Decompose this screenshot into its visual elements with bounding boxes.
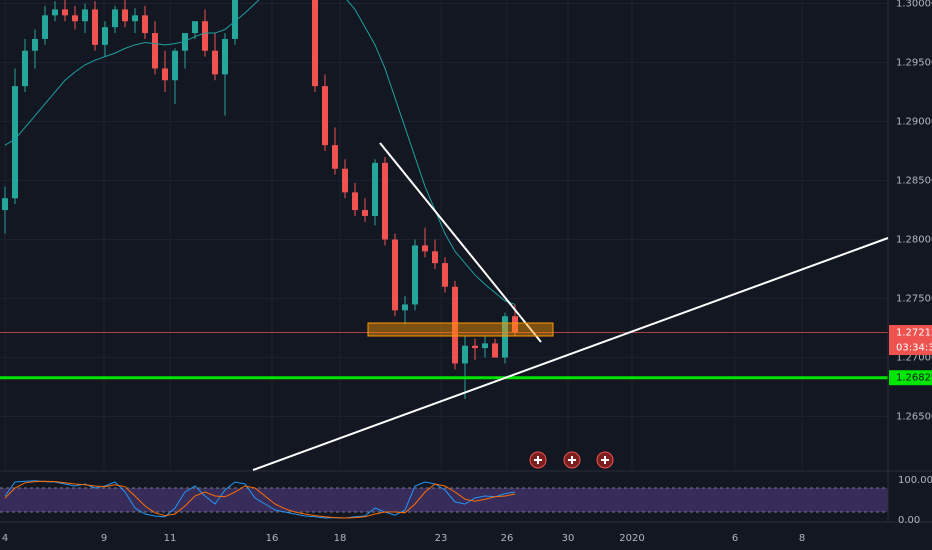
candle-body (202, 21, 208, 51)
candle-body (152, 33, 158, 69)
candle-body (72, 15, 78, 22)
price-label-box (889, 370, 932, 386)
y-tick-label: 0.00 (898, 515, 920, 526)
candle-body (122, 9, 128, 22)
y-tick-label: 1.29500 (896, 58, 932, 69)
candle-body (322, 86, 328, 146)
y-tick-label: 1.28000 (896, 235, 932, 246)
candle-body (52, 9, 58, 16)
candle-body (372, 162, 378, 216)
candle-body (392, 239, 398, 311)
candle-body (12, 86, 18, 199)
zone-rectangle[interactable] (367, 322, 554, 337)
trend-line[interactable] (252, 237, 889, 471)
candle-body (352, 192, 358, 211)
trend-line[interactable] (379, 142, 542, 343)
candle-body (132, 15, 138, 22)
candle-body (452, 286, 458, 364)
candle-body (482, 343, 488, 349)
candle-body (2, 198, 8, 211)
x-tick-label: 16 (266, 533, 279, 544)
y-tick-label: 100.00 (898, 475, 932, 486)
candle-body (22, 50, 28, 87)
candle-body (82, 9, 88, 22)
x-tick-label: 4 (2, 533, 8, 544)
candle-body (312, 0, 318, 87)
candle-body (512, 316, 518, 333)
candle-body (212, 50, 218, 75)
candle-body (192, 21, 198, 34)
y-tick-label: 1.27500 (896, 294, 932, 305)
x-tick-label: 11 (164, 533, 177, 544)
candle-body (402, 304, 408, 311)
countdown-label: 03:34:33 (896, 343, 932, 354)
x-tick-label: 6 (732, 533, 738, 544)
candle-body (32, 38, 38, 51)
x-tick-label: 18 (334, 533, 347, 544)
candle-body (502, 316, 508, 358)
price-label-box (889, 325, 932, 356)
oscillator-band (0, 488, 888, 512)
candle-body (412, 245, 418, 305)
y-tick-label: 1.29000 (896, 117, 932, 128)
oscillator-line (4, 480, 516, 519)
candle-body (432, 251, 438, 264)
candle-body (102, 27, 108, 45)
candle-body (172, 50, 178, 81)
y-tick-label: 1.30000 (896, 0, 932, 10)
candle-body (142, 15, 148, 34)
event-icon-glyph (534, 456, 609, 464)
x-tick-label: 8 (799, 533, 805, 544)
y-tick-label: 1.27000 (896, 353, 932, 364)
candle-body (42, 15, 48, 39)
candle-body (492, 343, 498, 358)
candle-body (232, 0, 238, 39)
x-tick-label: 9 (101, 533, 107, 544)
y-tick-label: 1.28500 (896, 176, 932, 187)
candle-body (472, 345, 478, 349)
candle-body (222, 38, 228, 75)
x-tick-label: 2020 (619, 533, 644, 544)
candle-body (92, 9, 98, 45)
moving-average (4, 0, 516, 305)
candle-body (342, 168, 348, 193)
candle-body (162, 68, 168, 81)
price-label: 1.27212 (896, 328, 932, 339)
price-label: 1.26829 (896, 373, 932, 384)
candle-body (362, 210, 368, 216)
drawings (252, 142, 889, 471)
candle-body (112, 9, 118, 28)
candle-body (182, 33, 188, 51)
oscillator-line (4, 480, 516, 519)
price-pane (0, 0, 888, 470)
candle-body (442, 263, 448, 287)
oscillator-pane (0, 480, 888, 519)
x-tick-label: 26 (501, 533, 514, 544)
event-icons (529, 451, 614, 469)
candle-body (462, 345, 468, 364)
candle-body (422, 245, 428, 252)
x-tick-label: 30 (562, 533, 575, 544)
candle-body (62, 9, 68, 16)
axes (0, 0, 932, 523)
candle-body (382, 162, 388, 240)
y-tick-label: 1.26500 (896, 412, 932, 423)
x-tick-label: 23 (435, 533, 448, 544)
candle-body (332, 145, 338, 169)
